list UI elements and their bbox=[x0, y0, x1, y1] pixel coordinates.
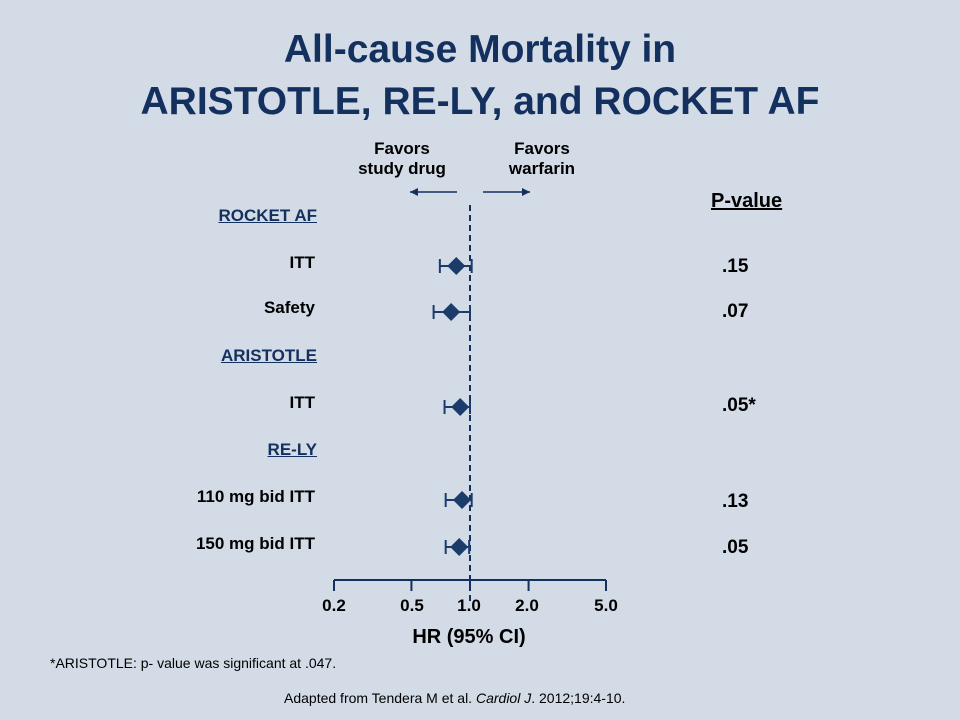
row-label-aristotle-itt: ITT bbox=[289, 393, 316, 412]
footnote: *ARISTOTLE: p- value was significant at … bbox=[50, 655, 337, 671]
favors-right-arrow-head bbox=[522, 188, 530, 196]
hr-marker-2 bbox=[451, 398, 470, 416]
tick-label-0-2: 0.2 bbox=[322, 596, 346, 615]
pvalue-rely-110: .13 bbox=[722, 491, 749, 512]
pvalue-rocket-safety: .07 bbox=[722, 301, 749, 322]
tick-label-0-5: 0.5 bbox=[400, 596, 424, 615]
favors-left-line-1: Favors bbox=[374, 139, 430, 158]
favors-warfarin-label: Favors warfarin bbox=[490, 139, 594, 179]
source-prefix: Adapted from Tendera M et al. bbox=[284, 690, 476, 706]
favors-right-line-1: Favors bbox=[514, 139, 570, 158]
row-label-rocket-itt: ITT bbox=[289, 253, 316, 272]
favors-right-line-2: warfarin bbox=[508, 159, 576, 178]
row-label-rely-150: 150 mg bid ITT bbox=[195, 534, 315, 553]
pvalue-rocket-itt: .15 bbox=[722, 256, 749, 277]
group-label-re-ly: RE-LY bbox=[267, 440, 317, 459]
pvalue-aristotle-itt: .05* bbox=[722, 395, 756, 416]
pvalue-header: P-value bbox=[711, 190, 783, 212]
hr-marker-0 bbox=[447, 257, 466, 275]
tick-label-1-0: 1.0 bbox=[457, 596, 481, 615]
hr-marker-4 bbox=[450, 538, 469, 556]
source-citation: Adapted from Tendera M et al. Cardiol J.… bbox=[284, 690, 625, 706]
row-label-rocket-safety: Safety bbox=[263, 298, 315, 317]
pvalue-rely-150: .05 bbox=[722, 537, 749, 558]
slide-title: All-cause Mortality in ARISTOTLE, RE-LY,… bbox=[0, 24, 960, 128]
group-label-aristotle: ARISTOTLE bbox=[220, 346, 317, 365]
hr-marker-1 bbox=[442, 303, 461, 321]
tick-label-5-0: 5.0 bbox=[594, 596, 618, 615]
hr-marker-3 bbox=[453, 491, 472, 509]
tick-label-2-0: 2.0 bbox=[515, 596, 539, 615]
title-line-1: All-cause Mortality in bbox=[283, 28, 677, 71]
source-suffix: . 2012;19:4-10. bbox=[531, 690, 626, 706]
source-journal: Cardiol J bbox=[475, 690, 532, 706]
group-label-rocket-af: ROCKET AF bbox=[218, 206, 317, 225]
favors-study-drug-label: Favors study drug bbox=[345, 139, 459, 179]
x-axis-label: HR (95% CI) bbox=[412, 626, 526, 648]
favors-left-line-2: study drug bbox=[358, 159, 446, 178]
title-line-2: ARISTOTLE, RE-LY, and ROCKET AF bbox=[140, 80, 820, 123]
row-label-rely-110: 110 mg bid ITT bbox=[196, 487, 315, 506]
favors-left-arrow-head bbox=[410, 188, 418, 196]
